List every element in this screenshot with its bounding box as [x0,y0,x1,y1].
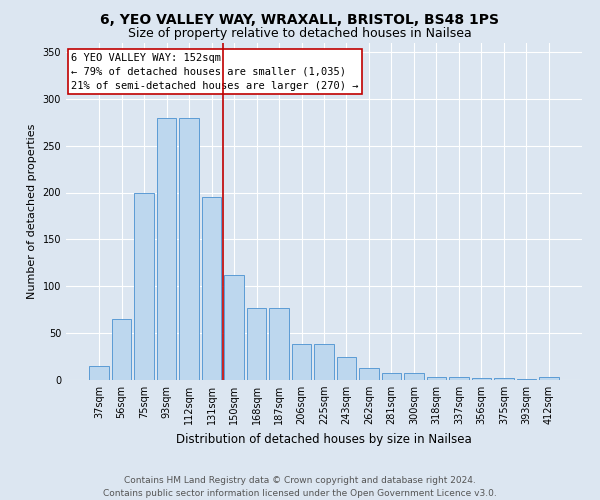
Bar [202,197,221,380]
Bar [359,368,379,380]
Text: 6, YEO VALLEY WAY, WRAXALL, BRISTOL, BS48 1PS: 6, YEO VALLEY WAY, WRAXALL, BRISTOL, BS4… [101,12,499,26]
Bar [179,118,199,380]
Bar [134,192,154,380]
Bar [314,344,334,380]
Bar [539,377,559,380]
Text: Size of property relative to detached houses in Nailsea: Size of property relative to detached ho… [128,28,472,40]
X-axis label: Distribution of detached houses by size in Nailsea: Distribution of detached houses by size … [176,432,472,446]
Bar [157,118,176,380]
Bar [112,319,131,380]
Bar [224,275,244,380]
Text: 6 YEO VALLEY WAY: 152sqm
← 79% of detached houses are smaller (1,035)
21% of sem: 6 YEO VALLEY WAY: 152sqm ← 79% of detach… [71,52,359,90]
Bar [472,378,491,380]
Bar [292,344,311,380]
Bar [382,372,401,380]
Bar [517,379,536,380]
Bar [427,377,446,380]
Bar [89,366,109,380]
Bar [247,308,266,380]
Bar [404,372,424,380]
Text: Contains HM Land Registry data © Crown copyright and database right 2024.
Contai: Contains HM Land Registry data © Crown c… [103,476,497,498]
Y-axis label: Number of detached properties: Number of detached properties [27,124,37,299]
Bar [449,377,469,380]
Bar [269,308,289,380]
Bar [337,356,356,380]
Bar [494,378,514,380]
